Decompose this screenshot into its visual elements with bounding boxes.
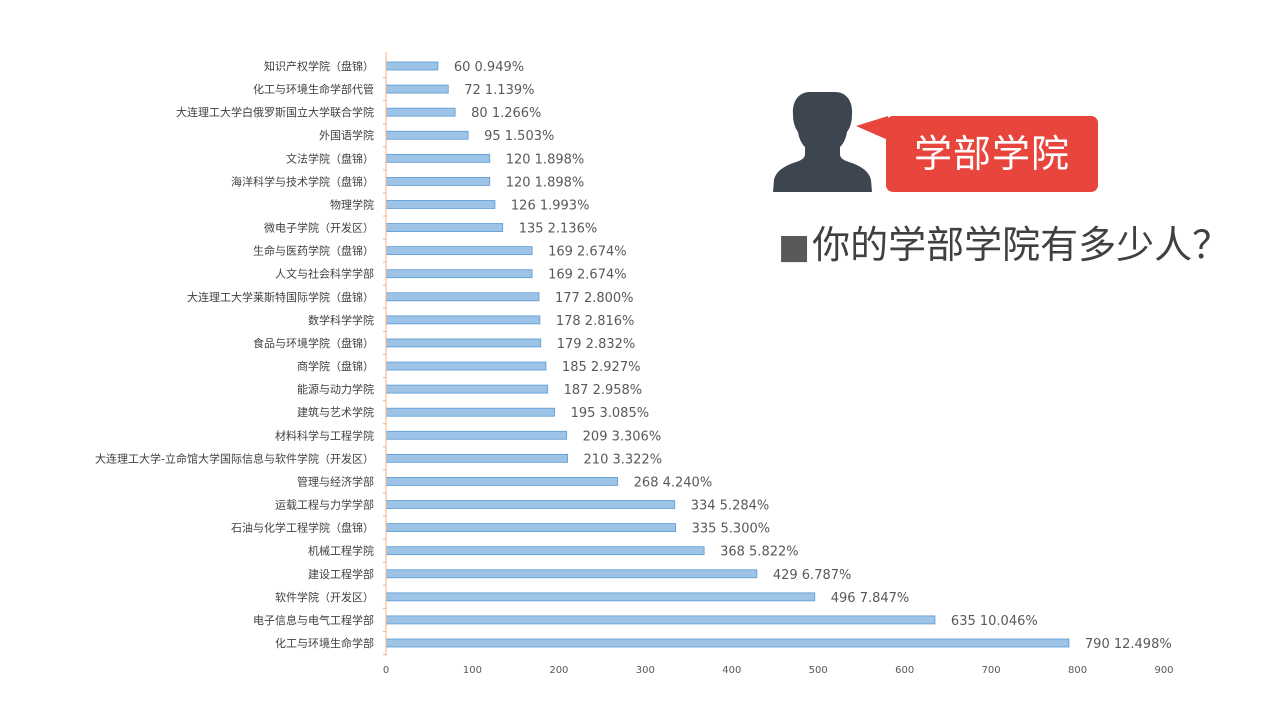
data-label: 335 5.300% (692, 522, 771, 537)
category-label: 机械工程学院 (308, 544, 374, 558)
x-axis-ticks: 0 100 200 300 400 500 600 700 800 900 (383, 665, 1174, 676)
bar (385, 61, 439, 71)
data-label: 268 4.240% (634, 475, 713, 490)
category-label: 食品与环境学院（盘锦） (253, 336, 374, 350)
category-label: 大连理工大学莱斯特国际学院（盘锦） (187, 290, 374, 304)
bars-layer (383, 61, 1070, 656)
category-label: 软件学院（开发区） (275, 590, 374, 604)
category-label: 商学院（盘锦） (297, 359, 374, 373)
data-label: 177 2.800% (555, 291, 634, 306)
bar (385, 569, 758, 579)
data-label: 496 7.847% (831, 591, 910, 606)
bar (385, 315, 541, 325)
data-label: 95 1.503% (484, 129, 554, 144)
category-label: 管理与经济学部 (297, 474, 374, 488)
category-label: 海洋科学与技术学院（盘锦） (231, 174, 374, 188)
category-label: 外国语学院 (319, 128, 374, 142)
data-label: 126 1.993% (511, 198, 590, 213)
data-label: 635 10.046% (951, 614, 1038, 629)
bar (385, 615, 936, 625)
bar (385, 477, 619, 486)
category-label: 生命与医药学院（盘锦） (253, 244, 374, 258)
category-label: 材料科学与工程学院 (275, 428, 374, 442)
bar (385, 130, 469, 140)
question-text: ■你的学部学院有多少人？ (778, 222, 1230, 270)
bar (385, 407, 555, 417)
data-label: 80 1.266% (471, 106, 541, 121)
bar (385, 453, 568, 463)
x-tick-label: 400 (722, 665, 741, 676)
data-label: 135 2.136% (519, 222, 598, 237)
data-label: 334 5.284% (691, 499, 770, 514)
category-label: 能源与动力学院 (297, 382, 374, 396)
data-label: 210 3.322% (584, 452, 663, 467)
data-label: 169 2.674% (548, 268, 627, 283)
category-labels: 知识产权学院（盘锦） 化工与环境生命学部代管大连理工大学白俄罗斯国立大学联合学院外… (95, 59, 374, 650)
category-label: 建筑与艺术学院 (297, 405, 374, 419)
category-label: 大连理工大学-立命馆大学国际信息与软件学院（开发区） (95, 451, 374, 465)
data-label: 120 1.898% (506, 175, 585, 190)
bar (385, 84, 449, 94)
category-label: 石油与化学工程学院（盘锦） (231, 521, 374, 535)
data-label: 120 1.898% (506, 152, 585, 167)
bar (385, 430, 568, 440)
bar (385, 292, 540, 302)
bar (385, 246, 533, 256)
category-label: 文法学院（盘锦） (286, 151, 374, 165)
category-label: 人文与社会科学学部 (275, 267, 374, 281)
bar (385, 500, 676, 509)
callout-tail (856, 116, 888, 140)
bar (385, 176, 491, 186)
x-tick-label: 700 (982, 665, 1001, 676)
bullet-square-icon: ■ (778, 227, 811, 267)
data-label: 169 2.674% (548, 245, 627, 260)
data-label: 60 0.949% (454, 60, 524, 75)
x-tick-label: 0 (383, 665, 389, 676)
bar (385, 523, 676, 532)
question-label: 你的学部学院有多少人？ (812, 223, 1231, 267)
x-tick-label: 100 (463, 665, 482, 676)
person-silhouette-icon (772, 88, 874, 198)
data-label: 429 6.787% (773, 568, 852, 583)
data-label: 790 12.498% (1085, 637, 1172, 652)
data-labels: 60 0.949% 72 1.139% 80 1.266% 95 1.503% 120 … (454, 60, 1172, 652)
bar (385, 107, 456, 117)
category-label: 运载工程与力学学部 (275, 498, 374, 512)
x-tick-label: 800 (1068, 665, 1087, 676)
data-label: 178 2.816% (556, 314, 635, 329)
category-label: 建设工程学部 (308, 567, 374, 581)
data-label: 179 2.832% (557, 337, 636, 352)
bar (385, 592, 816, 602)
data-label: 187 2.958% (564, 383, 643, 398)
data-label: 209 3.306% (583, 429, 662, 444)
bar (385, 361, 547, 371)
bar (385, 223, 504, 232)
callout-label: 学部学院 (886, 116, 1098, 192)
category-label: 数学科学学院 (308, 313, 374, 327)
category-label: 物理学院 (330, 197, 374, 211)
data-label: 185 2.927% (562, 360, 641, 375)
bar (385, 638, 1070, 648)
data-label: 195 3.085% (571, 406, 650, 421)
bar (385, 269, 533, 279)
x-tick-label: 300 (636, 665, 655, 676)
x-tick-label: 900 (1154, 665, 1173, 676)
x-tick-label: 500 (809, 665, 828, 676)
bar (385, 546, 705, 556)
category-label: 知识产权学院（盘锦） (264, 59, 374, 73)
bar (385, 338, 542, 348)
category-label: 电子信息与电气工程学部 (253, 613, 374, 627)
x-tick-label: 600 (895, 665, 914, 676)
bar (385, 153, 491, 163)
bar (385, 200, 496, 209)
x-tick-label: 200 (549, 665, 568, 676)
category-label: 微电子学院（开发区） (264, 221, 374, 235)
category-label: 化工与环境生命学部 (275, 636, 374, 650)
category-label: 化工与环境生命学部代管 (253, 82, 374, 96)
data-label: 368 5.822% (720, 545, 799, 560)
bar (385, 384, 549, 394)
category-label: 大连理工大学白俄罗斯国立大学联合学院 (176, 105, 374, 119)
data-label: 72 1.139% (464, 83, 534, 98)
